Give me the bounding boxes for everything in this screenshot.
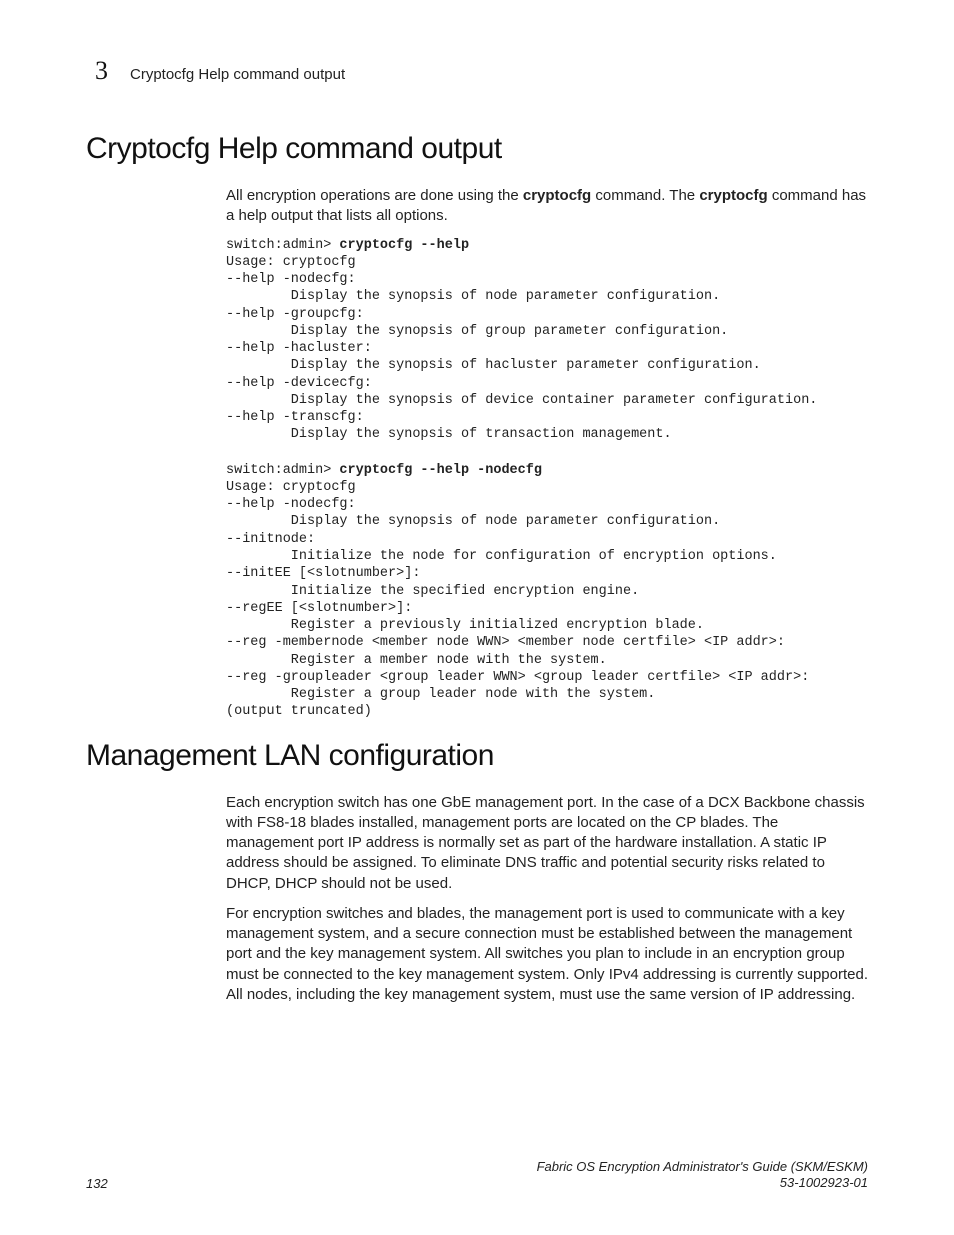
code-line: Register a group leader node with the sy… [226, 687, 655, 702]
footer-right: Fabric OS Encryption Administrator's Gui… [537, 1159, 868, 1192]
code-line: (output truncated) [226, 704, 372, 719]
code-line: --initnode: [226, 532, 315, 547]
code-line: --reg -groupleader <group leader WWN> <g… [226, 670, 809, 685]
section-title-cryptocfg: Cryptocfg Help command output [86, 132, 868, 166]
section1-body: All encryption operations are done using… [226, 186, 868, 721]
code-line: Usage: cryptocfg [226, 480, 356, 495]
section1-intro: All encryption operations are done using… [226, 186, 868, 227]
code-line: Display the synopsis of node parameter c… [226, 514, 720, 529]
code-line: --help -nodecfg: [226, 272, 356, 287]
code-line: --help -hacluster: [226, 341, 372, 356]
code-line: Display the synopsis of transaction mana… [226, 427, 672, 442]
code-line: Display the synopsis of node parameter c… [226, 289, 720, 304]
section2-para2: For encryption switches and blades, the … [226, 904, 868, 1005]
code-line-cmd: cryptocfg --help [339, 238, 469, 253]
code-line: Display the synopsis of group parameter … [226, 324, 728, 339]
running-title: Cryptocfg Help command output [130, 66, 345, 83]
code-line: --help -devicecfg: [226, 376, 372, 391]
intro-text-prefix: All encryption operations are done using… [226, 187, 523, 204]
code-line: switch:admin> [226, 238, 339, 253]
code-line: --help -groupcfg: [226, 307, 364, 322]
cmd-cryptocfg-1: cryptocfg [523, 187, 591, 204]
section-title-management-lan: Management LAN configuration [86, 739, 868, 773]
code-line: --reg -membernode <member node WWN> <mem… [226, 635, 785, 650]
guide-title: Fabric OS Encryption Administrator's Gui… [537, 1159, 868, 1175]
page-footer: 132 Fabric OS Encryption Administrator's… [86, 1159, 868, 1192]
section2-para1: Each encryption switch has one GbE manag… [226, 793, 868, 894]
intro-text-mid: command. The [591, 187, 699, 204]
page-number: 132 [86, 1176, 108, 1191]
code-line: Initialize the node for configuration of… [226, 549, 777, 564]
code-block-nodecfg: switch:admin> cryptocfg --help -nodecfg … [226, 462, 868, 721]
code-line: --help -transcfg: [226, 410, 364, 425]
code-line: --regEE [<slotnumber>]: [226, 601, 412, 616]
section2-body: Each encryption switch has one GbE manag… [226, 793, 868, 1006]
chapter-number: 3 [95, 56, 108, 86]
code-line: Register a member node with the system. [226, 653, 607, 668]
code-line: Initialize the specified encryption engi… [226, 584, 639, 599]
code-line: switch:admin> [226, 463, 339, 478]
code-line: --help -nodecfg: [226, 497, 356, 512]
code-line: Display the synopsis of device container… [226, 393, 817, 408]
code-line: Display the synopsis of hacluster parame… [226, 358, 761, 373]
running-header: 3 Cryptocfg Help command output [95, 56, 859, 86]
code-line: Register a previously initialized encryp… [226, 618, 704, 633]
code-block-help: switch:admin> cryptocfg --help Usage: cr… [226, 237, 868, 444]
doc-id: 53-1002923-01 [537, 1175, 868, 1191]
cmd-cryptocfg-2: cryptocfg [699, 187, 767, 204]
page: 3 Cryptocfg Help command output Cryptocf… [0, 0, 954, 1235]
code-line: Usage: cryptocfg [226, 255, 356, 270]
content: Cryptocfg Help command output All encryp… [86, 132, 868, 1015]
code-line: --initEE [<slotnumber>]: [226, 566, 420, 581]
code-line-cmd: cryptocfg --help -nodecfg [339, 463, 542, 478]
